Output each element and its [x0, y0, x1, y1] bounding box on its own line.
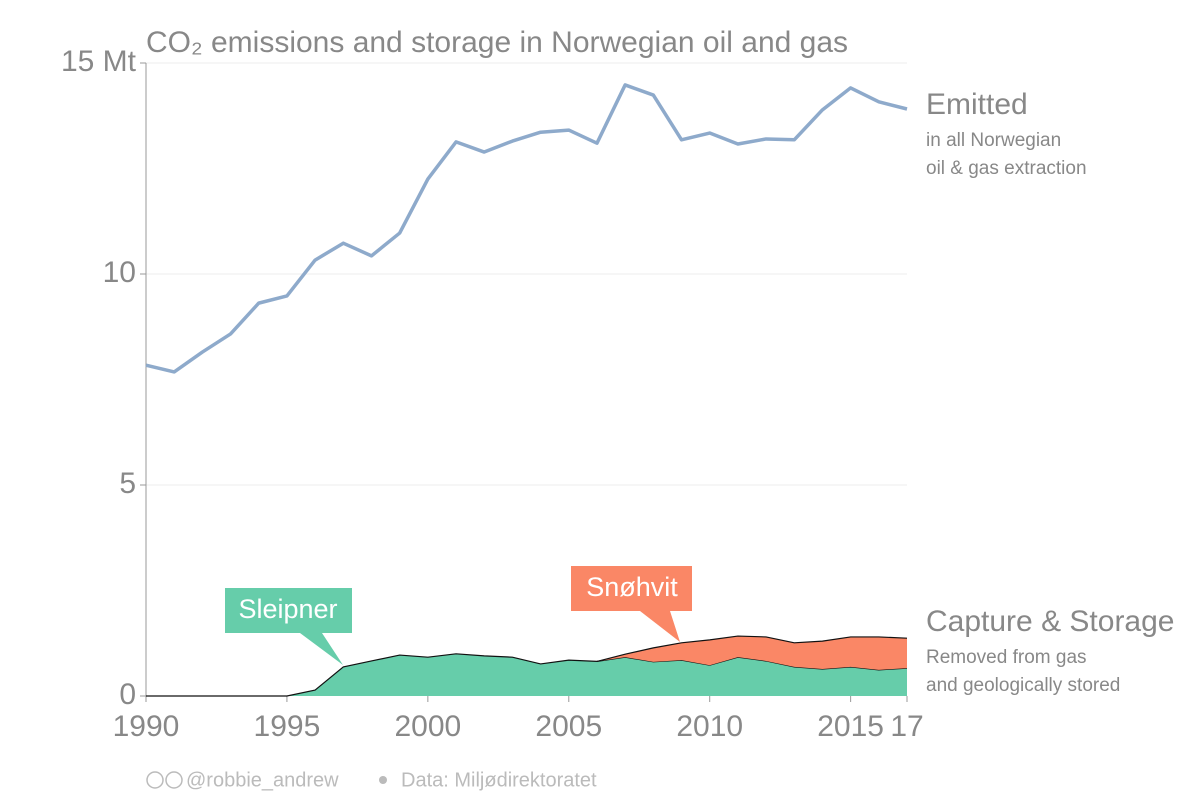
area-edge — [146, 653, 908, 697]
sleipner-callout — [225, 588, 352, 665]
annotation: Removed from gas — [926, 647, 1087, 668]
annotation: Capture & Storage — [926, 605, 1174, 638]
x-tick-label: 1995 — [254, 710, 321, 743]
annotation: Emitted — [926, 88, 1028, 121]
annotation: and geologically stored — [926, 675, 1120, 696]
x-tick-label: 1990 — [113, 710, 180, 743]
license-icons — [146, 771, 183, 789]
x-tick-label: 2015 — [817, 710, 884, 743]
annotation: in all Norwegian — [926, 130, 1061, 151]
chart-title: CO₂ emissions and storage in Norwegian o… — [146, 26, 848, 59]
y-tick-label: 5 — [119, 467, 136, 500]
snohvit-callout — [571, 566, 692, 642]
separator — [379, 776, 387, 784]
line — [145, 83, 908, 374]
y-tick-label: 10 — [103, 256, 136, 289]
x-tick-label: 2000 — [394, 710, 461, 743]
area-edge — [596, 635, 908, 662]
y-tick-label: 0 — [119, 678, 136, 711]
annotation: oil & gas extraction — [926, 158, 1087, 179]
source: Data: Miljødirektoratet — [401, 769, 597, 791]
plot: 0 5 10 15 Mt 1990 1995 2000 2005 2010 2015 17 — [61, 45, 924, 743]
callout-label: Sleipner — [238, 594, 337, 624]
area — [146, 653, 907, 696]
x-tick-label: 2005 — [535, 710, 602, 743]
x-tick-label: 2010 — [676, 710, 743, 743]
callout-label: Snøhvit — [586, 572, 678, 602]
credit: @robbie_andrew — [186, 769, 339, 791]
y-tick-label: 15 Mt — [61, 45, 137, 78]
x-tick-label: 17 — [890, 710, 923, 743]
